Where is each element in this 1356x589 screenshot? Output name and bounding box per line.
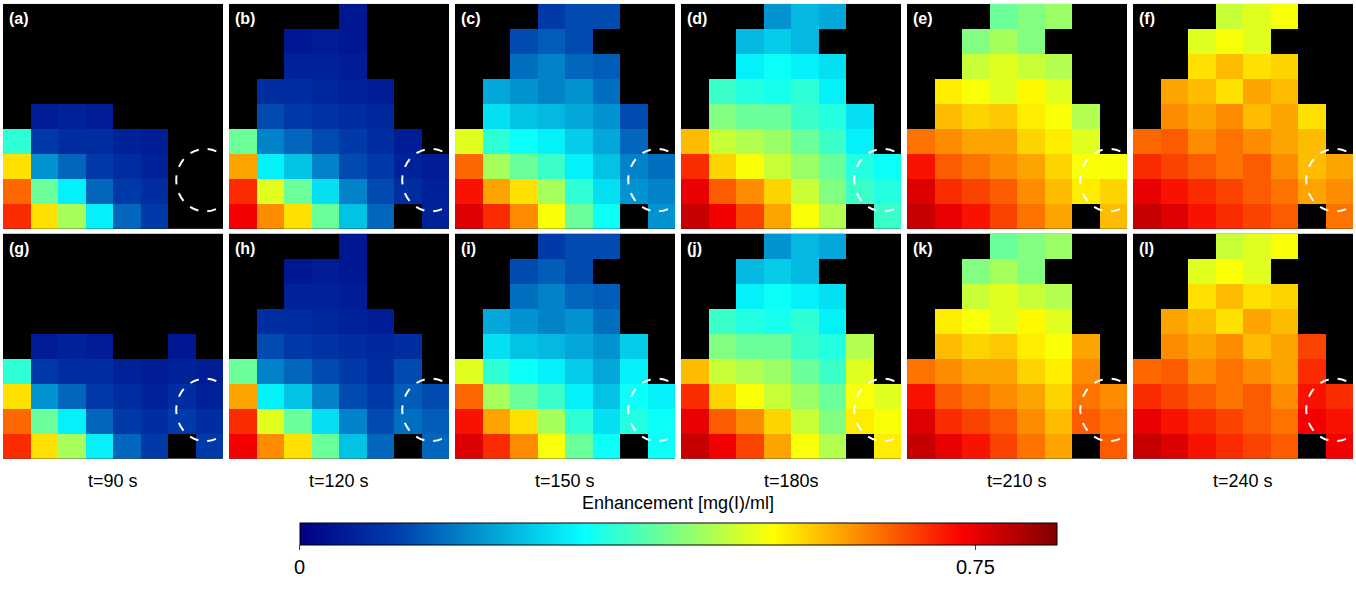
svg-text:(a): (a)	[9, 10, 29, 27]
svg-text:(l): (l)	[1139, 240, 1154, 257]
svg-text:t=150 s: t=150 s	[535, 471, 595, 491]
svg-text:(b): (b)	[235, 10, 255, 27]
svg-text:Enhancement [mg(I)/ml]: Enhancement [mg(I)/ml]	[582, 493, 774, 513]
svg-text:(f): (f)	[1139, 10, 1155, 27]
svg-text:t=240 s: t=240 s	[1213, 471, 1273, 491]
svg-text:t=120 s: t=120 s	[309, 471, 369, 491]
svg-text:0.75: 0.75	[956, 556, 995, 578]
svg-text:(k): (k)	[913, 240, 933, 257]
svg-text:0: 0	[294, 556, 305, 578]
svg-text:(d): (d)	[687, 10, 707, 27]
svg-text:(h): (h)	[235, 240, 255, 257]
svg-text:t=90 s: t=90 s	[88, 471, 138, 491]
svg-text:(g): (g)	[9, 240, 29, 257]
svg-text:t=210 s: t=210 s	[987, 471, 1047, 491]
svg-text:(i): (i)	[461, 240, 476, 257]
svg-text:(j): (j)	[687, 240, 702, 257]
svg-text:(c): (c)	[461, 10, 481, 27]
svg-text:(e): (e)	[913, 10, 933, 27]
svg-text:t=180s: t=180s	[764, 471, 819, 491]
